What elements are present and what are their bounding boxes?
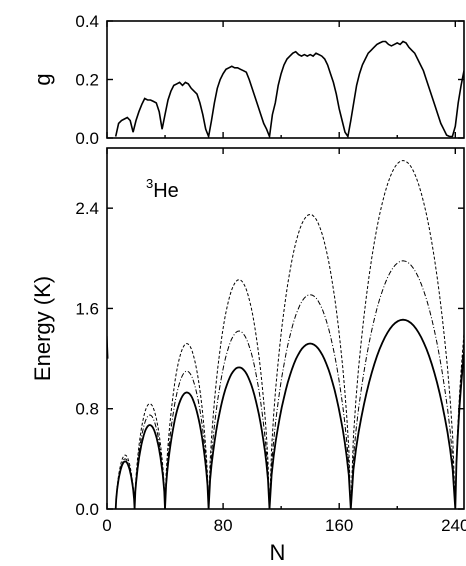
- y-tick-label: 0.0: [75, 500, 99, 519]
- annotation-superscript: 3: [146, 176, 153, 191]
- series-line-dotdash: [115, 260, 464, 509]
- annotation-helium-3: 3He: [146, 176, 179, 202]
- x-tick-label: 80: [214, 516, 233, 535]
- x-tick-label: 160: [325, 516, 353, 535]
- y-tick-label: 2.4: [75, 199, 99, 218]
- bottom-panel-frame: [106, 147, 465, 510]
- series-line-solid: [114, 318, 464, 509]
- y-tick-label: 0.4: [75, 12, 99, 31]
- top-y-axis-title: g: [30, 73, 55, 85]
- x-axis-title: N: [270, 540, 286, 565]
- series-edge-stub: [107, 335, 109, 359]
- y-tick-label: 0.2: [75, 71, 99, 90]
- y-tick-label: 1.6: [75, 299, 99, 318]
- y-tick-label: 0.8: [75, 400, 99, 419]
- annotation-text: He: [153, 180, 179, 202]
- bottom-panel: 0 80 160 240 0.0 0.8 1.6 2.4 Energy (K) N 3He: [30, 147, 466, 565]
- x-tick-label: 240: [441, 516, 466, 535]
- top-panel: 0.0 0.2 0.4 g: [30, 12, 465, 148]
- x-tick-label: 0: [102, 516, 111, 535]
- bottom-y-axis-title: Energy (K): [30, 276, 55, 381]
- series-line-g: [114, 40, 464, 138]
- y-tick-label: 0.0: [75, 129, 99, 148]
